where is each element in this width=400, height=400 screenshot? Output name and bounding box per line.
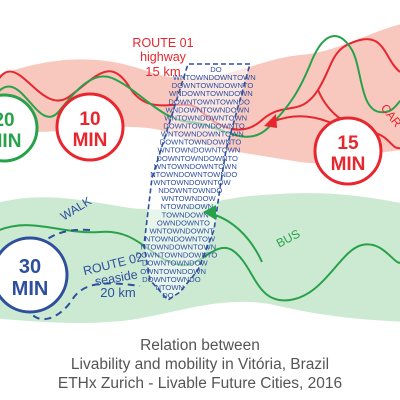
bus-arrow [211,213,263,263]
downtown-text-line: DOWNTOWNDOWNTO [156,154,238,163]
car-arrow-head [264,114,277,128]
timer-value: 15 [337,133,359,154]
downtown-text-line: OWNTOWNDOWN [140,267,206,276]
downtown-area [143,63,252,302]
downtown-text-line: WNDOWNTOWNDOWN [169,89,253,98]
timer-value: 20 [0,110,15,131]
downtown-text-line: DOWNTOWNDOW [142,259,208,268]
downtown-text-line: WNTOWNDOWNTOWN [154,162,237,171]
timer-unit: MIN [12,278,49,300]
downtown-text-line: NTOWNDOWNTOWNDO [150,170,237,179]
route01-distance: 15 km [145,64,180,79]
timer-walk-bottom: 30 MIN [0,236,69,314]
timer-car-right: 15 MIN [313,116,383,186]
downtown-text-line: DO [162,291,173,300]
caption-line-3: ETHx Zurich - Livable Future Cities, 201… [57,375,343,392]
downtown-text-line: DO [210,65,221,74]
downtown-text-line: TOWNDOWN [162,210,209,219]
timer-car-left: 10 MIN [55,92,125,162]
timer-unit: MIN [73,130,108,151]
downtown-text-line: DOWNTOWNDOWNTO [163,122,245,131]
downtown-text-line: NTOWNDOWNTOW [145,235,216,244]
downtown-text-line: WNTOWNDOWNTOWN [157,146,240,155]
downtown-text-line: DOWNTOWNDO [142,275,201,284]
downtown-text-block: DOWNTOWNDOWNTOWNDOWNTOWNDOWNTOWNDOWNTOWN… [136,65,256,300]
downtown-text-line: WNTOWNDOW [161,194,216,203]
downtown-text-line: NTOWNDOWN [161,202,214,211]
route02-distance: 20 km [100,285,135,300]
timer-unit: MIN [0,131,21,152]
bus-arrow-head [203,205,216,220]
downtown-text-line: WNTOWNDOWNTOWN [161,130,244,139]
downtown-text-line: WNTOWNDOWNT [150,226,215,235]
route02-green-line [0,224,400,302]
downtown-text-line: OWNDOWNTO [157,218,210,227]
downtown-text-line: NTOWNDOWNTOWN [140,243,216,252]
downtown-text-line: DOWNTOWNTOWNDO [168,97,250,106]
timer-walk-top: 20 MIN [0,93,39,163]
timer-value: 30 [19,256,41,278]
downtown-text-line: WNDOWNTOWNDOWN [166,105,250,114]
downtown-text-line: WNTOWNDOWNTOWN [173,73,256,82]
timer-unit: MIN [331,154,366,175]
route01-type: highway [140,50,187,64]
route01-name: ROUTE 01 [132,36,193,50]
downtown-text-line: NDOWNTOWNDO [158,186,222,195]
downtown-text-line: WNTOWNDOWNTOW [153,178,231,187]
downtown-text-line: WNTOWNDOWNTOWN [164,113,247,122]
downtown-text-line: DOWNTOWNDOWNTO [136,251,218,260]
downtown-text-line: NTOWN [155,283,184,292]
caption-line-1: Relation between [140,337,260,354]
downtown-text-line: DOWNTOWNDOWNTO [160,138,242,147]
caption-line-2: Livability and mobility in Vitória, Braz… [70,356,330,373]
timer-value: 10 [79,109,100,130]
downtown-text-line: DOWNTOWNDOWNTO [172,81,254,90]
